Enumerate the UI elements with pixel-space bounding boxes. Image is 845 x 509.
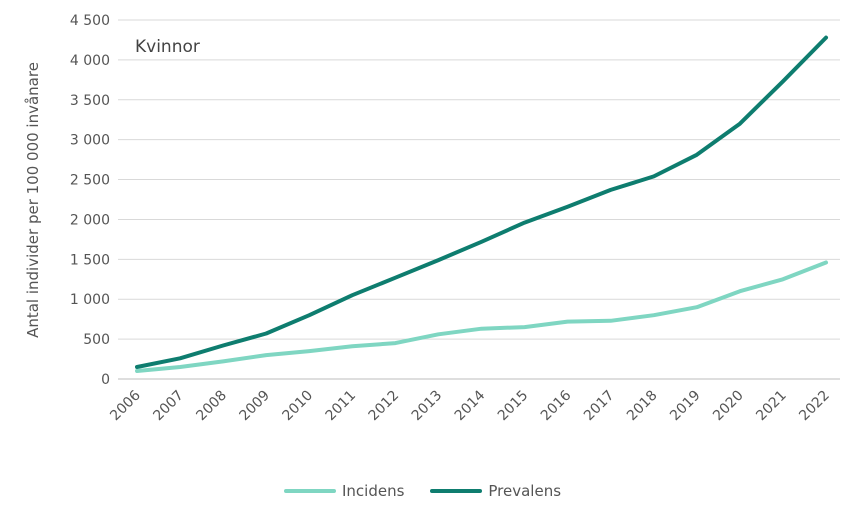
- legend-swatch: [283, 489, 336, 493]
- line-chart: 0 500 1 000 1 500 2 000 2 500 3 000 3 500 4 000 4…: [24, 13, 840, 424]
- x-tick-label: 2016: [538, 387, 575, 424]
- x-tick-label: 2010: [280, 388, 317, 425]
- x-tick-label: 2015: [495, 388, 532, 425]
- series-lines: [135, 35, 828, 373]
- y-axis-title: Antal individer per 100 000 invånare: [24, 62, 42, 338]
- x-tick-label: 2006: [107, 387, 144, 424]
- legend-item-incidens: Incidens: [283, 482, 405, 500]
- y-tick-label: 2 000: [70, 212, 110, 228]
- y-tick-label: 500: [83, 332, 110, 348]
- x-axis-ticks: 2006 2007 2008 2009 2010 2011 2012 2013 2014 2015…: [107, 387, 833, 424]
- gridlines: [118, 19, 840, 380]
- legend-item-prevalens: Prevalens: [430, 482, 561, 500]
- x-tick-label: 2012: [366, 388, 403, 425]
- y-tick-label: 1 000: [70, 292, 110, 308]
- series-line-incidens: [135, 260, 828, 373]
- y-tick-label: 4 000: [70, 53, 110, 69]
- x-tick-label: 2020: [710, 388, 747, 425]
- x-tick-label: 2014: [452, 387, 489, 424]
- x-tick-label: 2021: [753, 388, 790, 425]
- y-tick-label: 0: [101, 372, 110, 388]
- y-tick-label: 1 500: [70, 252, 110, 268]
- x-tick-label: 2007: [150, 388, 187, 425]
- x-tick-label: 2018: [624, 388, 661, 425]
- x-tick-label: 2009: [237, 388, 274, 425]
- legend-label: Prevalens: [488, 482, 562, 500]
- y-tick-label: 2 500: [70, 173, 110, 189]
- series-line-prevalens: [135, 35, 828, 369]
- x-tick-label: 2022: [796, 388, 833, 425]
- x-tick-label: 2019: [667, 388, 704, 425]
- y-tick-label: 4 500: [70, 13, 110, 29]
- x-tick-label: 2013: [409, 388, 446, 425]
- x-tick-label: 2008: [193, 388, 230, 425]
- y-tick-label: 3 000: [70, 133, 110, 149]
- x-tick-label: 2011: [323, 388, 360, 425]
- y-tick-label: 3 500: [70, 93, 110, 109]
- legend-label: Incidens: [341, 482, 405, 500]
- panel-label: Kvinnor: [135, 37, 200, 57]
- y-axis-ticks: 0 500 1 000 1 500 2 000 2 500 3 000 3 500 4 000 4…: [70, 13, 110, 388]
- x-tick-label: 2017: [581, 388, 618, 425]
- legend-swatch: [430, 489, 483, 493]
- legend: Incidens Prevalens: [0, 482, 845, 500]
